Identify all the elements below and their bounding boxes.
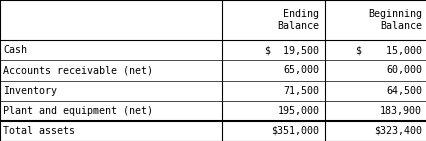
Text: 65,000: 65,000 xyxy=(283,66,319,75)
Text: $    15,000: $ 15,000 xyxy=(355,45,421,55)
Text: Total assets: Total assets xyxy=(3,126,75,136)
Text: 64,500: 64,500 xyxy=(385,86,421,96)
Text: Cash: Cash xyxy=(3,45,27,55)
Text: Ending
Balance: Ending Balance xyxy=(277,9,319,31)
Text: $  19,500: $ 19,500 xyxy=(265,45,319,55)
Text: Inventory: Inventory xyxy=(3,86,57,96)
Text: 71,500: 71,500 xyxy=(283,86,319,96)
Text: Accounts receivable (net): Accounts receivable (net) xyxy=(3,66,153,75)
Text: $323,400: $323,400 xyxy=(373,126,421,136)
Text: 195,000: 195,000 xyxy=(277,106,319,116)
Text: Beginning
Balance: Beginning Balance xyxy=(367,9,421,31)
Text: 183,900: 183,900 xyxy=(379,106,421,116)
Text: 60,000: 60,000 xyxy=(385,66,421,75)
Text: $351,000: $351,000 xyxy=(271,126,319,136)
Text: Plant and equipment (net): Plant and equipment (net) xyxy=(3,106,153,116)
